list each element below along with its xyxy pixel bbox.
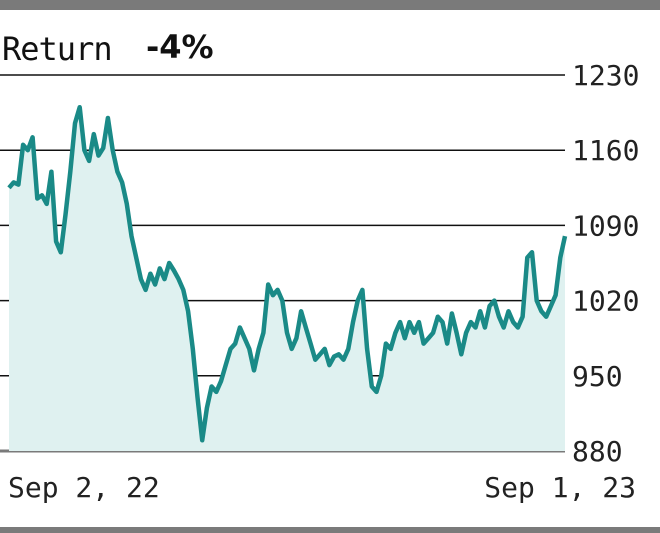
y-tick-1090: 1090 — [572, 209, 639, 242]
series-area — [9, 107, 565, 451]
y-tick-950: 950 — [572, 360, 623, 393]
y-tick-1020: 1020 — [572, 285, 639, 318]
title-value: -4% — [146, 28, 214, 66]
y-tick-880: 880 — [572, 435, 623, 468]
y-tick-1160: 1160 — [572, 134, 639, 167]
y-axis-ticks: 880 950 1020 1090 1160 1230 — [572, 59, 639, 468]
title-label: Return — [2, 30, 113, 68]
x-tick-end: Sep 1, 23 — [484, 471, 636, 504]
bottom-rule — [0, 527, 660, 533]
x-tick-start: Sep 2, 22 — [8, 471, 160, 504]
y-tick-1230: 1230 — [572, 59, 639, 92]
series-line — [7, 104, 568, 443]
top-rule — [0, 0, 660, 10]
